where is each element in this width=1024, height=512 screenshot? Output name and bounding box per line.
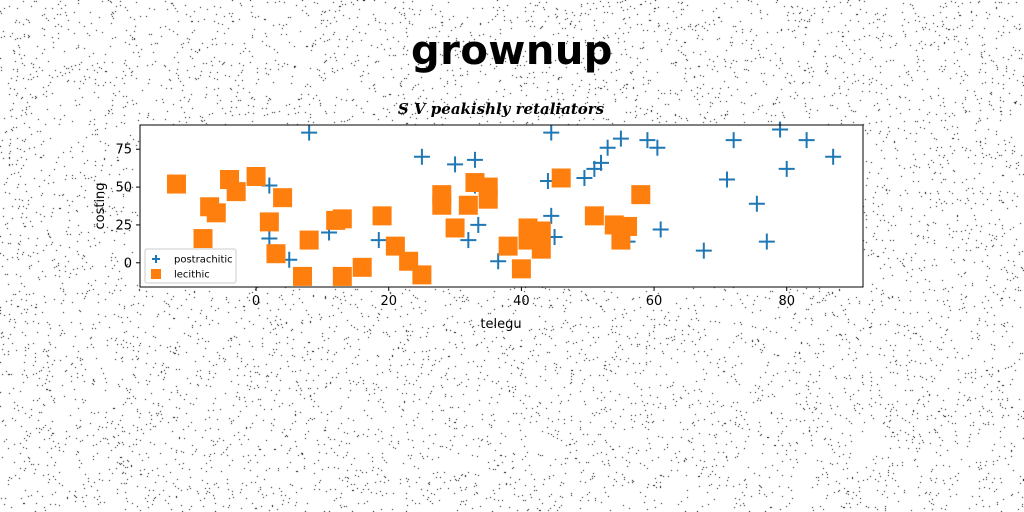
data-point-square [459,196,478,215]
data-point-square [479,190,498,209]
data-point-square [266,244,285,263]
data-point-square [227,182,246,201]
data-point-square [532,240,551,259]
x-tick-label: 40 [513,294,530,309]
data-point-square [353,258,372,277]
data-point-square [273,188,292,207]
x-tick-label: 20 [380,294,397,309]
chart-title: S V peakishly retaliators [398,100,605,118]
data-point-square [293,267,312,286]
data-point-square [499,237,518,256]
data-point-square [300,231,319,250]
data-point-square [611,231,630,250]
y-tick-label: 0 [124,256,132,271]
data-point-square [326,211,345,230]
data-point-square [333,267,352,286]
x-tick-label: 0 [252,294,260,309]
data-point-square [532,221,551,240]
x-tick-label: 80 [778,294,795,309]
x-axis-label: telegu [480,317,521,332]
data-point-square [446,218,465,237]
data-point-square [207,203,226,222]
legend-marker-square [151,269,161,279]
legend: postrachitic lecithic [145,249,236,283]
data-point-square [552,168,571,187]
plot-area [140,125,863,287]
data-point-square [260,212,279,231]
y-tick-label: 25 [115,218,132,233]
data-point-square [412,265,431,284]
data-point-square [167,175,186,194]
data-point-square [631,185,650,204]
data-point-square [373,206,392,225]
y-tick-label: 50 [115,181,132,196]
data-point-square [432,196,451,215]
legend-label: postrachitic [174,255,233,266]
data-point-square [247,167,266,186]
data-point-square [512,259,531,278]
y-axis-label: costing [93,182,108,229]
y-tick-label: 75 [115,143,132,158]
legend-label: lecithic [174,270,210,281]
data-point-square [585,206,604,225]
data-point-square [194,229,213,248]
x-tick-label: 60 [646,294,663,309]
